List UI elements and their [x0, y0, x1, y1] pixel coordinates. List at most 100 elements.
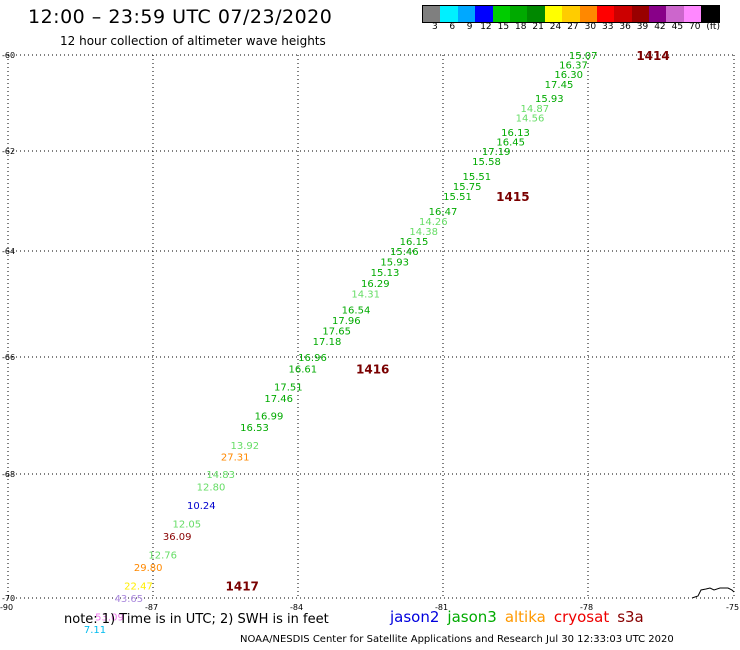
wave-height-value: 17.18	[313, 337, 342, 348]
wave-height-value: 27.31	[221, 452, 250, 463]
wave-height-value: 16.96	[298, 353, 327, 364]
wave-height-value: 17.45	[545, 80, 574, 91]
wave-height-value: 15.07	[569, 51, 598, 62]
wave-height-value: 15.46	[390, 247, 419, 258]
color-scale-label: 30	[584, 22, 597, 32]
credit-text: NOAA/NESDIS Center for Satellite Applica…	[240, 634, 674, 645]
lon-tick-label: -78	[580, 603, 593, 612]
color-scale-cell	[683, 6, 702, 22]
color-scale-label: 27	[567, 22, 579, 32]
pass-number-label: 1417	[226, 580, 259, 594]
color-scale-cell	[614, 6, 632, 22]
color-scale-label: 18	[515, 22, 527, 32]
lat-tick-label: -64	[2, 247, 15, 256]
color-scale-cell	[544, 6, 563, 22]
color-scale-cell	[423, 6, 441, 22]
color-scale-cell	[475, 6, 493, 22]
lat-tick-label: -62	[2, 147, 15, 156]
wave-height-value: 16.53	[240, 423, 269, 434]
wave-height-value: 16.45	[496, 137, 525, 148]
wave-height-value: 15.58	[472, 157, 501, 168]
wave-height-value: 16.29	[361, 279, 390, 290]
wave-height-value: 15.93	[535, 94, 564, 105]
wave-height-value: 16.47	[429, 207, 458, 218]
wave-height-labels: 15.0716.3716.3017.4515.9314.8714.5616.13…	[84, 51, 598, 636]
color-scale-bar	[422, 5, 720, 23]
pass-number-label: 1416	[356, 363, 389, 377]
color-scale-label: (ft)	[706, 22, 720, 32]
pass-labels: 1414 1415 1416 1417	[226, 49, 670, 594]
color-scale-label: 15	[497, 22, 510, 32]
wave-height-value: 16.99	[255, 412, 284, 423]
wave-height-value: 17.19	[482, 147, 511, 158]
wave-height-value: 12.80	[197, 482, 226, 493]
color-scale-label: 45	[671, 22, 684, 32]
color-scale-cell	[666, 6, 684, 22]
color-scale-label: 21	[532, 22, 544, 32]
pass-number-label: 1414	[636, 49, 669, 63]
lon-tick-label: -84	[290, 603, 303, 612]
wave-height-value: 16.13	[501, 128, 530, 139]
color-scale-cell	[649, 6, 667, 22]
wave-height-value: 36.09	[163, 532, 192, 543]
wave-height-value: 7.11	[84, 625, 106, 636]
color-scale-label: 39	[636, 22, 649, 32]
lon-tick-label: -75	[726, 603, 739, 612]
page-title: 12:00 – 23:59 UTC 07/23/2020	[28, 6, 333, 28]
wave-height-value: 16.30	[554, 70, 583, 81]
color-scale-cell	[440, 6, 458, 22]
color-scale-labels: 3 6 9 12 15 18 21 24 27 30 33 36 39 42 45 70 (ft)	[422, 22, 740, 34]
lat-tick-label: -70	[2, 594, 15, 603]
map-grid	[7, 54, 735, 599]
legend-item-altika: altika	[504, 608, 546, 626]
wave-height-value: 15.93	[380, 258, 409, 269]
wave-height-value: 16.15	[400, 237, 429, 248]
page-subtitle: 12 hour collection of altimeter wave hei…	[60, 34, 326, 48]
color-scale-label: 70	[689, 22, 701, 32]
wave-height-value: 13.92	[231, 441, 260, 452]
color-scale-cell	[562, 6, 580, 22]
wave-height-value: 14.31	[351, 289, 380, 300]
legend-item-jason2: jason2	[390, 608, 440, 626]
pass-number-label: 1415	[496, 190, 529, 204]
wave-height-value: 10.24	[187, 501, 216, 512]
color-scale-label: 12	[480, 22, 492, 32]
wave-height-value: 15.13	[371, 268, 400, 279]
wave-height-value: 43.65	[115, 594, 144, 605]
color-scale-label: 36	[619, 22, 631, 32]
wave-height-value: 15.51	[443, 192, 472, 203]
legend-item-cryosat: cryosat	[553, 608, 610, 626]
wave-height-value: 16.37	[559, 61, 588, 72]
wave-height-value: 15.51	[463, 172, 492, 183]
wave-height-value: 14.87	[521, 104, 550, 115]
wave-height-value: 14.56	[516, 113, 545, 124]
wave-height-value: 12.05	[173, 520, 202, 531]
color-scale-label: 9	[466, 22, 473, 32]
note-text: note: 1) Time is in UTC; 2) SWH is in fe…	[64, 612, 329, 627]
wave-height-value: 29.80	[134, 563, 163, 574]
wave-height-value: 17.96	[332, 316, 361, 327]
color-scale-cell	[701, 6, 719, 22]
lat-tick-label: -68	[2, 470, 15, 479]
wave-height-value: 22.47	[124, 582, 153, 593]
color-scale-label: 6	[449, 22, 456, 32]
satellite-legend: jason2 jason3 altika cryosat s3a	[390, 608, 652, 626]
color-scale-cell	[492, 6, 510, 22]
color-scale-label: 33	[602, 22, 614, 32]
wave-height-value: 53.09	[95, 613, 124, 624]
color-scale-label: 42	[654, 22, 666, 32]
wave-height-value: 17.51	[274, 382, 303, 393]
color-scale-label: 3	[432, 22, 438, 32]
color-scale-cell	[509, 6, 528, 22]
color-scale-cell	[457, 6, 476, 22]
lon-tick-label: -90	[0, 603, 13, 612]
color-scale-cell	[631, 6, 650, 22]
wave-height-value: 15.75	[453, 182, 482, 193]
legend-item-jason3: jason3	[447, 608, 497, 626]
color-scale-cell	[527, 6, 545, 22]
wave-height-value: 14.26	[419, 217, 448, 228]
wave-height-value: 14.83	[206, 470, 235, 481]
wave-height-value: 16.54	[342, 305, 371, 316]
wave-height-value: 17.65	[322, 327, 351, 338]
wave-height-value: 16.61	[289, 365, 318, 376]
